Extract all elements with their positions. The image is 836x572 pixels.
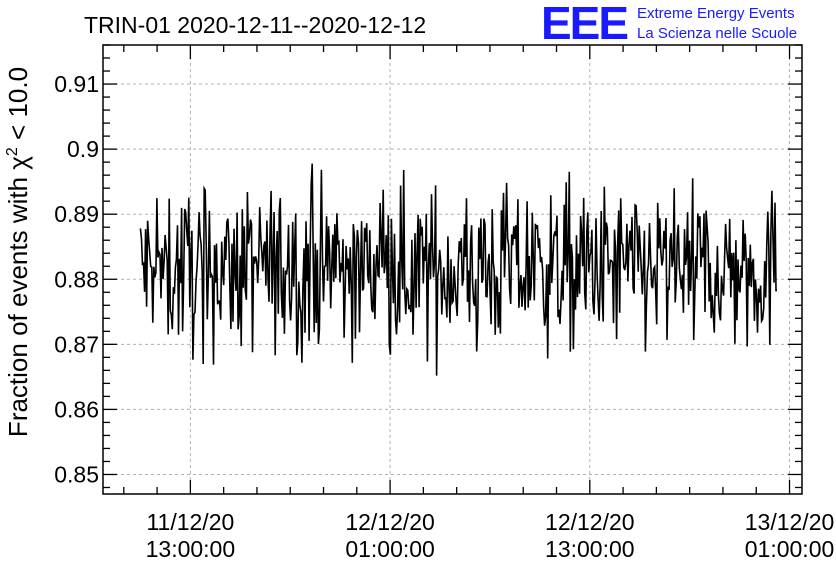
y-tick-label: 0.87 <box>54 331 99 357</box>
series-layer <box>139 163 777 376</box>
y-axis-label-symbol: χ <box>3 156 33 170</box>
y-tick-label: 0.86 <box>54 396 99 422</box>
x-tick-label-line: 13/12/20 <box>745 509 835 535</box>
y-tick-label: 0.9 <box>67 136 99 162</box>
x-tick-label-line: 01:00:00 <box>745 536 835 562</box>
y-tick-label: 0.85 <box>54 461 99 487</box>
x-tick-label: 12/12/20 01:00:00 <box>345 509 435 562</box>
y-axis-label-prefix: Fraction of events with <box>3 170 33 437</box>
y-axis-label: Fraction of events with χ2 < 10.0 <box>3 67 33 437</box>
x-tick-label-line: 13:00:00 <box>545 536 635 562</box>
y-tick-label: 0.91 <box>54 71 99 97</box>
chart-title: TRIN-01 2020-12-11--2020-12-12 <box>84 12 426 38</box>
grid <box>103 45 802 494</box>
series-line <box>139 163 777 376</box>
y-tick-label: 0.88 <box>54 266 99 292</box>
x-tick-label-line: 12/12/20 <box>545 509 635 535</box>
x-tick-label: 11/12/20 13:00:00 <box>146 509 236 562</box>
eee-logo: EEE Extreme Energy Events La Scienza nel… <box>541 0 797 49</box>
y-axis-label-exponent: 2 <box>4 147 21 156</box>
x-tick-label: 13/12/20 01:00:00 <box>745 509 835 562</box>
x-tick-label-line: 11/12/20 <box>146 509 234 535</box>
logo-mark: EEE <box>541 0 627 49</box>
logo-line-2: La Scienza nelle Scuole <box>637 25 797 42</box>
x-tick-label-line: 13:00:00 <box>146 536 236 562</box>
x-tick-label-line: 01:00:00 <box>345 536 435 562</box>
x-tick-label: 12/12/20 13:00:00 <box>545 509 635 562</box>
plot-frame <box>102 44 803 495</box>
y-tick-labels: 0.85 0.86 0.87 0.88 0.89 0.9 0.91 <box>54 71 99 487</box>
x-tick-label-line: 12/12/20 <box>345 509 435 535</box>
axes <box>102 44 803 495</box>
logo-line-1: Extreme Energy Events <box>637 5 795 22</box>
y-axis-label-suffix: < 10.0 <box>3 67 33 147</box>
y-tick-label: 0.89 <box>54 201 99 227</box>
